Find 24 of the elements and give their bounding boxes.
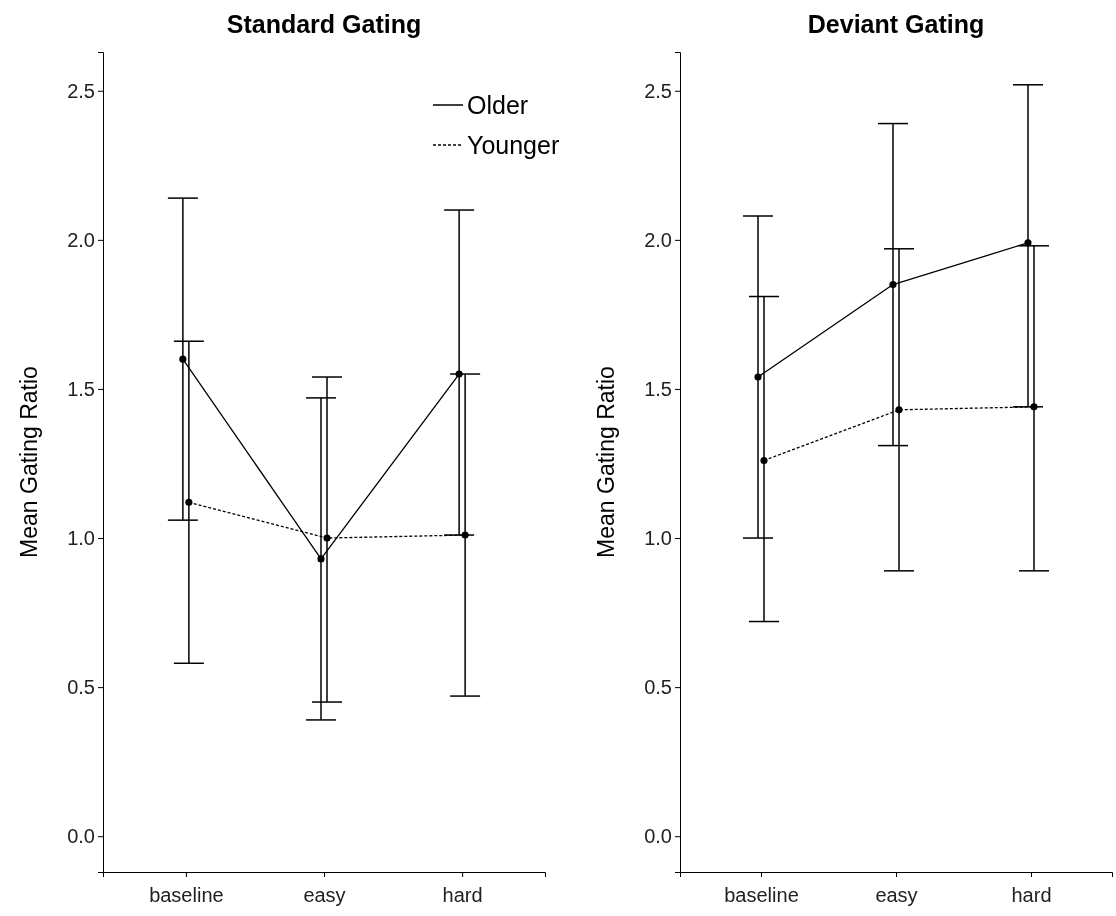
x-tick-label: hard	[1011, 884, 1052, 906]
y-tick-label: 0.0	[644, 825, 672, 848]
y-tick-label: 0.0	[67, 825, 95, 848]
y-tick-label: 2.0	[67, 228, 95, 251]
y-tick-label: 1.5	[644, 377, 672, 400]
x-tick-label: baseline	[724, 884, 799, 906]
x-tick-label: hard	[442, 884, 483, 906]
chart-title: Deviant Gating	[807, 10, 985, 38]
y-tick-label: 2.0	[644, 228, 672, 251]
chart-title: Standard Gating	[226, 10, 422, 38]
x-tick-label: easy	[875, 884, 918, 906]
y-tick-label: 1.0	[644, 526, 672, 549]
y-tick-label: 0.5	[67, 676, 95, 699]
legend-label: Younger	[467, 131, 560, 159]
y-tick-label: 1.0	[67, 526, 95, 549]
y-tick-label: 2.5	[644, 79, 672, 102]
y-axis-title: Mean Gating Ratio	[593, 366, 619, 558]
x-tick-label: baseline	[149, 884, 224, 906]
y-tick-label: 1.5	[67, 377, 95, 400]
x-tick-label: easy	[303, 884, 346, 906]
legend-label: Older	[467, 91, 529, 119]
y-tick-label: 2.5	[67, 79, 95, 102]
y-axis-title: Mean Gating Ratio	[16, 366, 42, 558]
y-tick-label: 0.5	[644, 676, 672, 699]
